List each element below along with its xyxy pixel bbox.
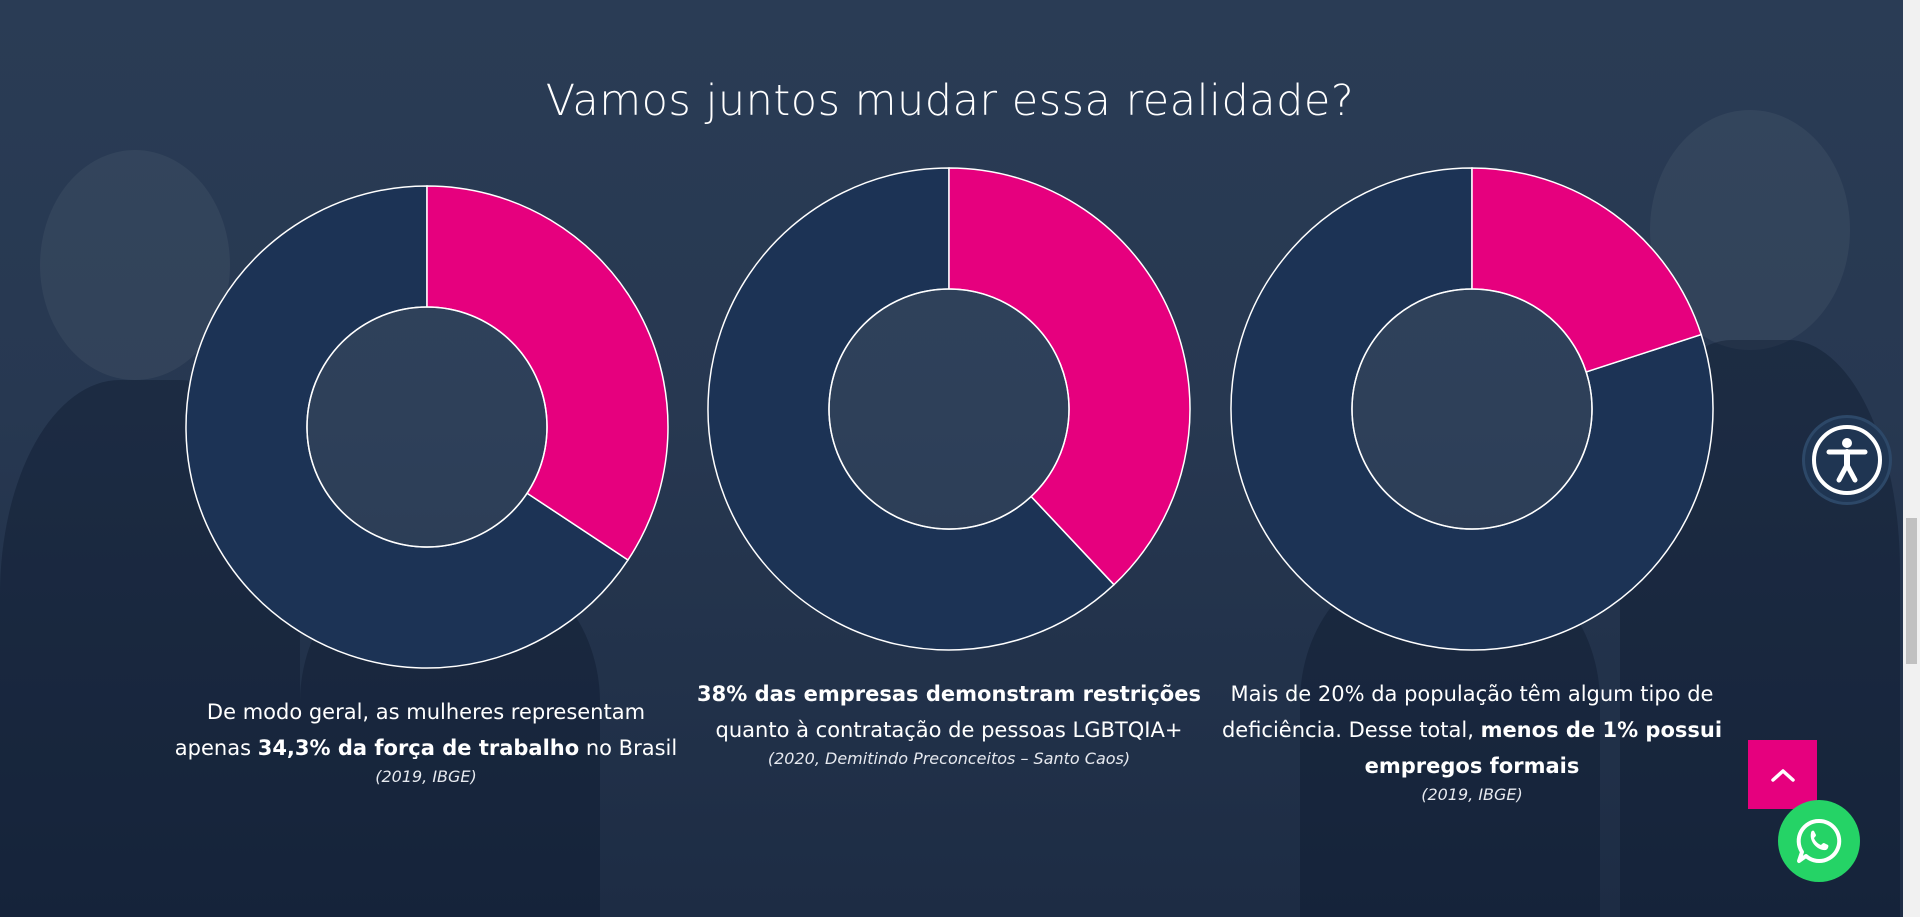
stat-highlight: 34,3% da força de trabalho	[257, 736, 580, 760]
stat-text-after: quanto à contratação de pessoas LGBTQIA+	[715, 718, 1183, 742]
stat-source: (2019, IBGE)	[1421, 785, 1523, 804]
stat-source: (2019, IBGE)	[375, 767, 477, 786]
section-title: Vamos juntos mudar essa realidade?	[545, 76, 1355, 126]
donut-hole-photo	[306, 306, 548, 548]
stat-caption: Mais de 20% da população têm algum tipo …	[1212, 676, 1732, 806]
whatsapp-icon	[1796, 818, 1842, 863]
stat-highlight: 38% das empresas demonstram restrições	[697, 682, 1201, 706]
stat-highlight: menos de 1% possui empregos formais	[1364, 718, 1723, 778]
stat-source: (2020, Demitindo Preconceitos – Santo Ca…	[767, 749, 1131, 768]
donut-chart-disability	[1230, 167, 1714, 651]
donut-chart-lgbtqia	[707, 167, 1191, 651]
stat-caption: 38% das empresas demonstram restrições q…	[689, 676, 1209, 770]
chevron-up-icon	[1770, 768, 1795, 782]
stat-text-before: Mais de 20% da população têm algum tipo …	[1221, 682, 1714, 742]
background-photo	[40, 150, 230, 380]
scrollbar-thumb[interactable]	[1906, 518, 1917, 664]
donut-chart-women	[185, 185, 669, 669]
scrollbar[interactable]	[1903, 0, 1920, 917]
stat-caption: De modo geral, as mulheres representam a…	[166, 694, 686, 788]
donut-hole-photo	[1351, 288, 1593, 530]
donut-hole-photo	[828, 288, 1070, 530]
accessibility-button[interactable]	[1805, 418, 1889, 502]
accessibility-icon	[1812, 425, 1882, 495]
stat-text-after: no Brasil	[579, 736, 678, 760]
scroll-top-button[interactable]	[1748, 740, 1817, 809]
stat-text-before: De modo geral, as mulheres representam a…	[174, 700, 646, 760]
whatsapp-button[interactable]	[1778, 800, 1860, 882]
